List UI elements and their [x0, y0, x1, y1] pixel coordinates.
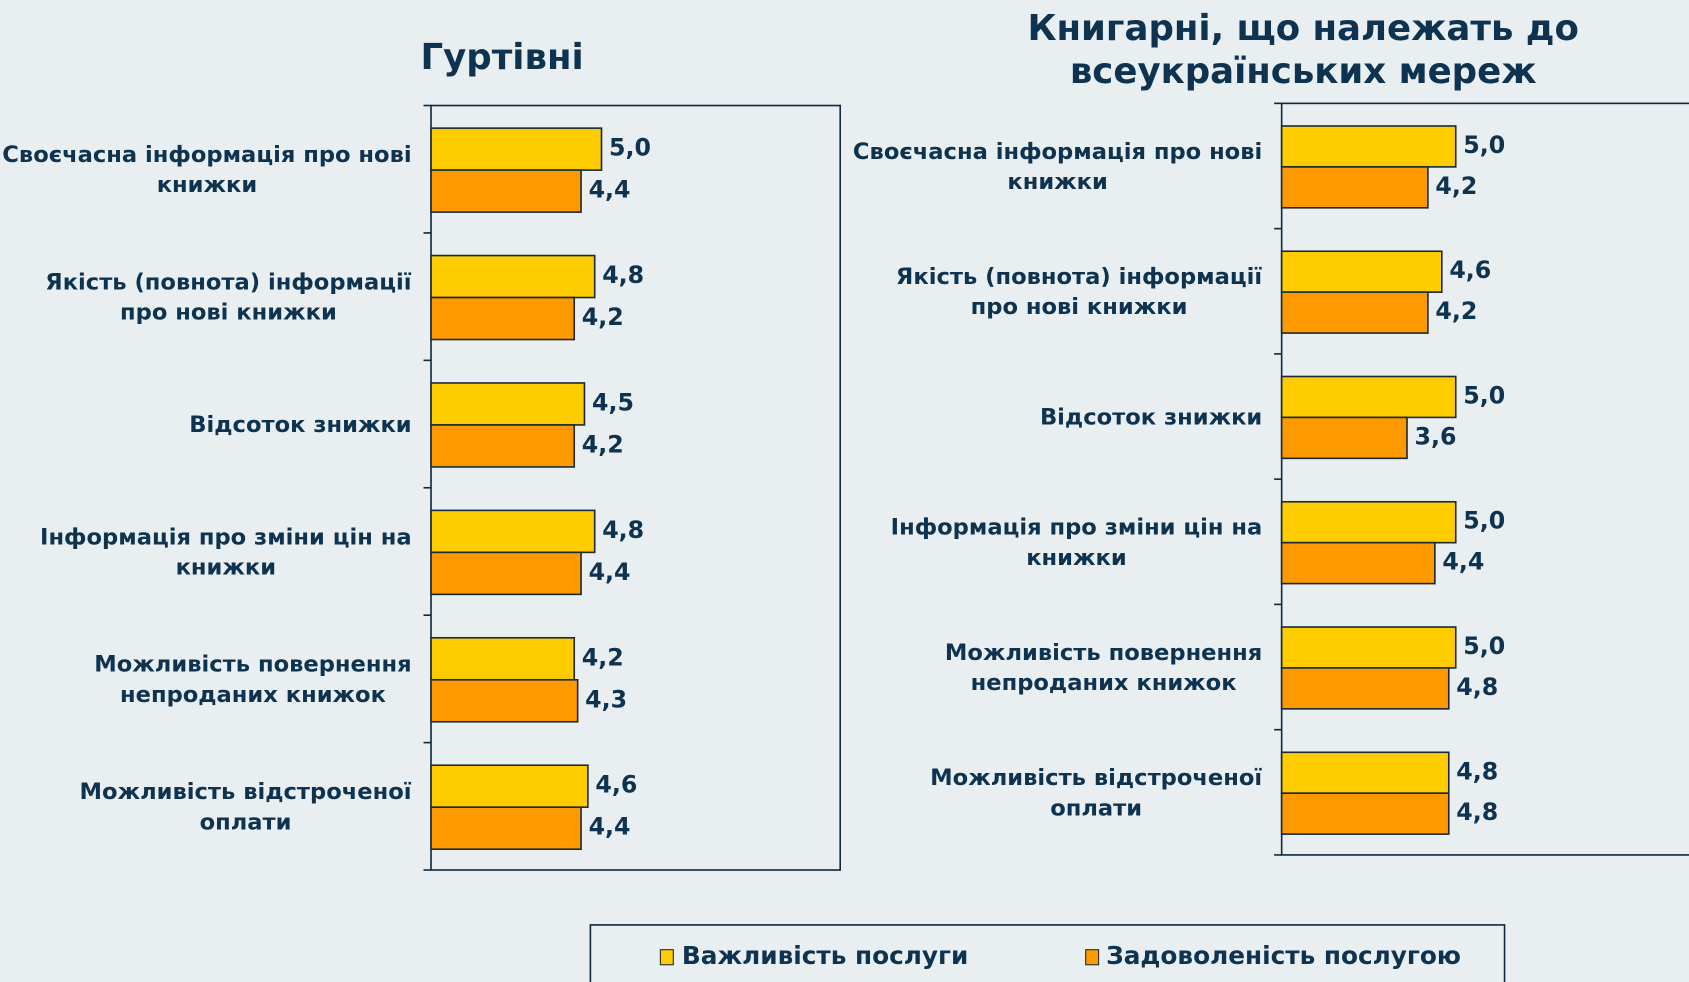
bar	[1280, 541, 1436, 585]
value-label: 4,8	[1456, 798, 1498, 826]
category-label-line: оплати	[1050, 795, 1142, 821]
category-label-line: Можливість повернення	[94, 651, 411, 677]
bar	[430, 382, 586, 426]
bar	[430, 636, 576, 681]
value-label: 4,4	[589, 813, 631, 841]
chart-title-line: Гуртівні	[421, 37, 584, 78]
bar	[1280, 416, 1408, 460]
value-label: 4,2	[582, 303, 624, 331]
legend-swatch	[659, 949, 674, 966]
value-label: 5,0	[1463, 507, 1505, 535]
bar	[1280, 291, 1429, 334]
chart-title: Гуртівні	[421, 37, 584, 78]
value-label: 4,8	[1456, 757, 1498, 785]
bar	[430, 551, 582, 596]
category-label: Можливість відстроченої оплати	[80, 779, 412, 835]
value-label: 4,4	[1442, 548, 1484, 576]
value-label: 3,6	[1415, 422, 1457, 450]
category-label: Інформація про зміни цін на книжки	[40, 524, 412, 580]
category-label-line: книжки	[1007, 168, 1108, 194]
category-label: Своєчасна інформація про нові книжки	[2, 142, 411, 198]
bar	[1280, 626, 1457, 669]
value-label: 5,0	[609, 134, 651, 162]
category-label: Відсоток знижки	[189, 411, 411, 437]
bar	[1280, 751, 1450, 795]
category-label-line: Інформація про зміни цін на	[891, 514, 1263, 540]
category-label-line: Своєчасна інформація про нові	[853, 138, 1262, 164]
category-label-line: Можливість відстроченої	[80, 779, 412, 805]
bar	[430, 254, 596, 299]
value-label: 4,3	[585, 685, 627, 713]
category-label-line: оплати	[200, 809, 292, 835]
legend-swatch	[1085, 949, 1100, 966]
value-label: 4,8	[1456, 673, 1498, 701]
value-label: 4,2	[1435, 297, 1477, 325]
category-label-line: книжки	[176, 554, 276, 580]
value-label: 4,2	[1435, 172, 1477, 200]
value-label: 4,8	[602, 261, 644, 289]
bar	[1280, 792, 1450, 835]
category-label: Можливість повернення непроданих книжок	[94, 651, 411, 707]
bar	[430, 764, 589, 809]
legend-label: Задоволеність послугою	[1106, 941, 1461, 970]
value-label: 4,2	[582, 430, 624, 458]
category-label-line: книжки	[1026, 544, 1127, 570]
category-label-line: Якість (повнота) інформації	[45, 269, 411, 295]
value-label: 4,8	[602, 516, 644, 544]
category-label-line: Інформація про зміни цін на	[40, 524, 412, 550]
category-label-line: Своєчасна інформація про нові	[2, 142, 411, 168]
category-label: Якість (повнота) інформації про нові книж…	[896, 264, 1262, 320]
value-label: 4,6	[595, 771, 637, 799]
bar	[430, 509, 596, 554]
bar	[430, 296, 576, 341]
value-label: 5,0	[1463, 632, 1505, 660]
category-label-line: про нові книжки	[971, 294, 1188, 320]
category-label-line: Якість (повнота) інформації	[896, 264, 1262, 290]
value-label: 4,4	[589, 558, 631, 586]
category-label-line: Відсоток знижки	[189, 411, 411, 437]
value-label: 4,6	[1449, 256, 1491, 284]
category-label: Своєчасна інформація про нові книжки	[853, 138, 1262, 194]
bar	[1280, 375, 1457, 419]
value-label: 5,0	[1463, 131, 1505, 159]
chart-title-line: Книгарні, що належать до	[1027, 8, 1578, 49]
category-label-line: непроданих книжок	[971, 670, 1238, 696]
value-label: 4,4	[589, 176, 631, 204]
bar	[430, 424, 576, 468]
category-label-line: непроданих книжок	[120, 681, 387, 707]
category-label-line: Можливість повернення	[945, 639, 1262, 665]
bar	[430, 127, 603, 171]
value-label: 5,0	[1463, 381, 1505, 409]
bar	[1280, 250, 1443, 293]
value-label: 4,5	[592, 388, 634, 416]
bar	[1280, 125, 1457, 168]
category-label-line: про нові книжки	[120, 299, 337, 325]
bar	[1280, 166, 1429, 209]
bar	[430, 678, 579, 723]
category-label: Відсоток знижки	[1040, 404, 1262, 430]
legend-box	[589, 924, 1506, 982]
category-label: Можливість повернення непроданих книжок	[945, 639, 1262, 695]
category-label-line: Можливість відстроченої	[930, 765, 1262, 791]
category-label: Якість (повнота) інформації про нові книж…	[45, 269, 411, 325]
value-label: 4,2	[582, 643, 624, 671]
chart-title: Книгарні, що належать до всеукраїнських м…	[1027, 8, 1578, 92]
legend-label: Важливість послуги	[682, 941, 968, 970]
bar	[1280, 667, 1450, 710]
bar	[430, 169, 582, 213]
category-label: Можливість відстроченої оплати	[930, 765, 1262, 821]
bar	[1280, 500, 1457, 544]
category-label-line: Відсоток знижки	[1040, 404, 1262, 430]
category-label: Інформація про зміни цін на книжки	[891, 514, 1263, 570]
category-label-line: книжки	[157, 172, 257, 198]
bar	[430, 806, 582, 851]
chart-title-line: всеукраїнських мереж	[1070, 51, 1537, 92]
